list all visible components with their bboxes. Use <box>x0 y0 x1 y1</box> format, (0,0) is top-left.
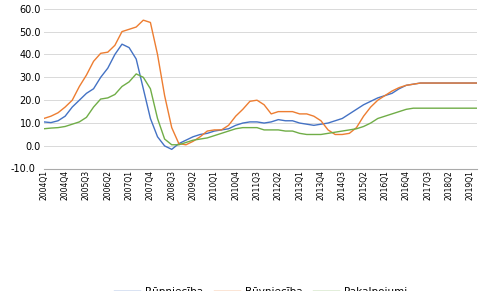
Pakalpojumi <box>126 80 132 84</box>
Pakalpojumi <box>133 72 139 76</box>
Rūpniecība <box>119 42 125 46</box>
Rūpniecība <box>474 81 480 85</box>
Rūpniecība <box>41 120 47 124</box>
Rūpniecība <box>431 81 437 85</box>
Line: Būvniecība: Būvniecība <box>44 20 477 145</box>
Būvniecība <box>140 18 146 22</box>
Būvniecība <box>41 117 47 120</box>
Pakalpojumi <box>268 128 274 132</box>
Rūpniecība <box>268 120 274 124</box>
Pakalpojumi <box>169 143 175 147</box>
Būvniecība <box>126 28 132 31</box>
Rūpniecība <box>318 123 324 126</box>
Text: -10.0: -10.0 <box>11 164 36 174</box>
Legend: Rūpniecība, Būvniecība, Pakalpojumi: Rūpniecība, Būvniecība, Pakalpojumi <box>110 283 412 291</box>
Būvniecība <box>76 85 82 88</box>
Rūpniecība <box>76 98 82 102</box>
Line: Pakalpojumi: Pakalpojumi <box>44 74 477 145</box>
Būvniecība <box>183 143 189 147</box>
Pakalpojumi <box>41 127 47 130</box>
Pakalpojumi <box>474 107 480 110</box>
Pakalpojumi <box>318 133 324 136</box>
Rūpniecība <box>162 144 168 148</box>
Būvniecība <box>474 81 480 85</box>
Pakalpojumi <box>162 137 168 141</box>
Rūpniecība <box>169 148 175 151</box>
Rūpniecība <box>133 57 139 61</box>
Būvniecība <box>268 112 274 116</box>
Būvniecība <box>162 94 168 97</box>
Line: Rūpniecība: Rūpniecība <box>44 44 477 149</box>
Pakalpojumi <box>431 107 437 110</box>
Pakalpojumi <box>76 120 82 124</box>
Būvniecība <box>431 81 437 85</box>
Būvniecība <box>318 119 324 123</box>
